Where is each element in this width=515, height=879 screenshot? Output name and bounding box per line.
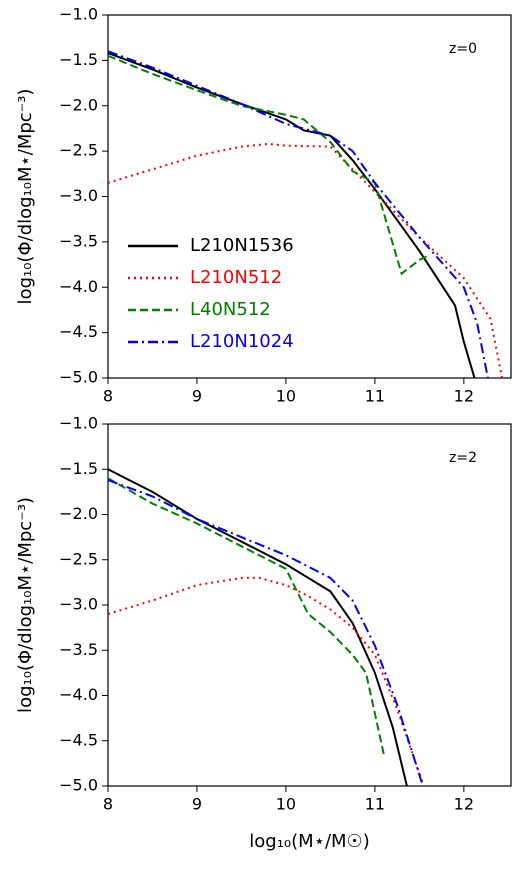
- x-tick-label: 10: [276, 387, 296, 406]
- x-tick-label: 11: [365, 795, 385, 814]
- y-tick-label: −2.5: [59, 549, 98, 568]
- series-line: [108, 468, 408, 786]
- y-tick-label: −3.0: [59, 186, 98, 205]
- y-tick-label: −1.0: [59, 5, 98, 24]
- x-tick-label: 9: [192, 387, 202, 406]
- axes-frame: [107, 423, 512, 787]
- x-tick-label: 12: [454, 795, 474, 814]
- y-tick-label: −4.0: [59, 685, 98, 704]
- y-tick-label: −3.0: [59, 595, 98, 614]
- y-tick-label: −1.5: [59, 50, 98, 69]
- x-axis-label: log₁₀(M⋆/M☉): [249, 831, 369, 852]
- series-line: [108, 477, 385, 755]
- x-tick-label: 8: [103, 387, 113, 406]
- series-line: [108, 52, 476, 378]
- y-axis-label: log₁₀(Φ/dlog₁₀M⋆/Mpc⁻³): [15, 497, 36, 713]
- x-tick-label: 11: [365, 387, 385, 406]
- annotation: z=2: [449, 450, 477, 466]
- legend-label: L210N512: [190, 267, 282, 288]
- y-axis-label: log₁₀(Φ/dlog₁₀M⋆/Mpc⁻³): [15, 89, 36, 305]
- axes-frame: [107, 14, 512, 379]
- x-tick-label: 12: [454, 387, 474, 406]
- y-tick-label: −5.0: [59, 368, 98, 387]
- legend-label: L210N1536: [190, 235, 294, 256]
- y-tick-label: −3.5: [59, 231, 98, 250]
- x-tick-label: 8: [103, 795, 113, 814]
- y-tick-label: −1.0: [59, 414, 98, 433]
- y-tick-label: −4.5: [59, 730, 98, 749]
- series-line: [108, 50, 489, 378]
- series-line: [108, 54, 429, 276]
- y-tick-label: −2.0: [59, 504, 98, 523]
- legend-label: L210N1024: [190, 331, 294, 352]
- legend-label: L40N512: [190, 299, 271, 320]
- y-tick-label: −4.0: [59, 277, 98, 296]
- y-tick-label: −3.5: [59, 640, 98, 659]
- x-tick-label: 9: [192, 795, 202, 814]
- y-tick-label: −2.5: [59, 141, 98, 160]
- series-line: [108, 576, 425, 786]
- y-tick-label: −4.5: [59, 322, 98, 341]
- series-line: [108, 142, 504, 378]
- y-tick-label: −1.5: [59, 459, 98, 478]
- x-tick-label: 10: [276, 795, 296, 814]
- y-tick-label: −2.0: [59, 95, 98, 114]
- series-line: [108, 479, 424, 786]
- annotation: z=0: [449, 41, 477, 57]
- y-tick-label: −5.0: [59, 776, 98, 795]
